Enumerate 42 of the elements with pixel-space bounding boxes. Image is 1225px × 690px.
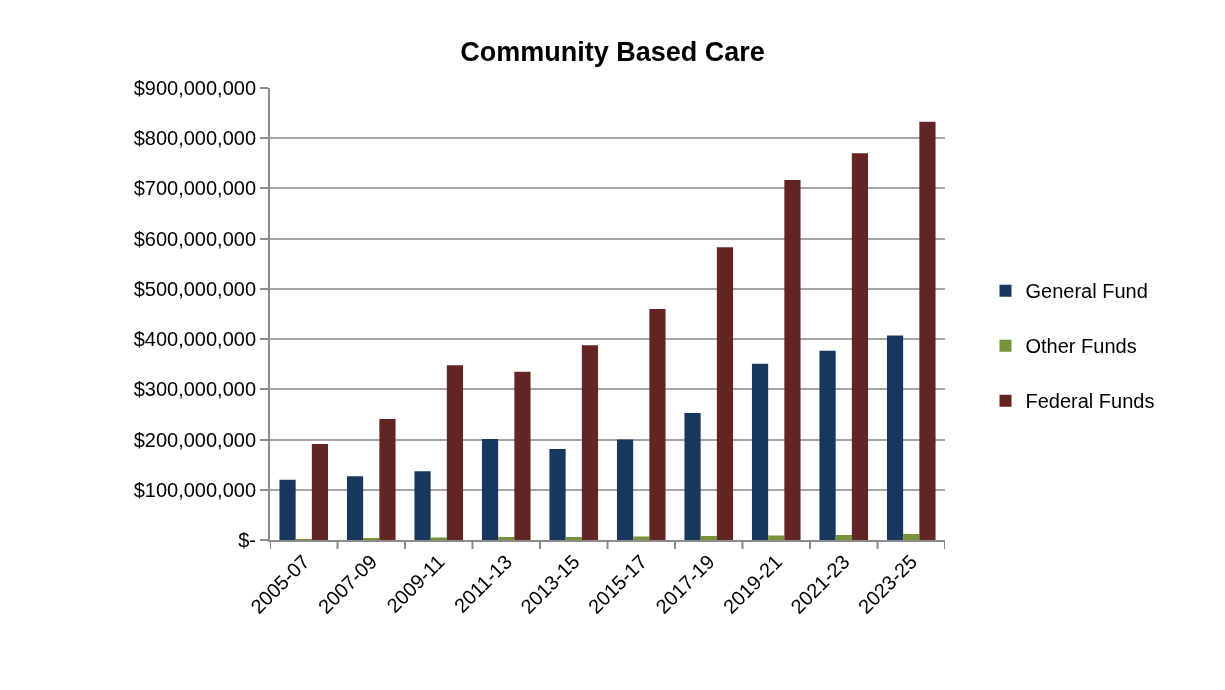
bar	[819, 350, 836, 540]
legend-label: General Fund	[1025, 280, 1148, 303]
bar	[311, 444, 329, 540]
bar	[835, 534, 852, 540]
bar	[279, 479, 296, 540]
bar	[549, 449, 566, 540]
bar	[919, 121, 936, 540]
bar	[414, 471, 431, 540]
bar	[446, 365, 464, 540]
bar	[886, 335, 904, 540]
bar	[346, 476, 364, 540]
bar	[581, 345, 599, 540]
bar	[379, 418, 396, 540]
legend-label: Other Funds	[1025, 335, 1137, 358]
bar	[684, 412, 701, 540]
bar	[498, 536, 515, 540]
bar	[649, 308, 666, 540]
y-tick-label: $600,000,000	[133, 227, 256, 250]
y-tick-label: $-	[238, 529, 256, 551]
bar	[751, 363, 769, 540]
y-tick-label: $200,000,000	[133, 428, 256, 451]
bar	[768, 535, 785, 540]
bar	[700, 535, 717, 540]
bar	[851, 153, 869, 540]
y-tick-label: $500,000,000	[133, 277, 256, 300]
bar	[633, 536, 650, 540]
y-tick-label: $800,000,000	[133, 127, 256, 150]
bar	[903, 533, 920, 540]
y-tick-label: $100,000,000	[133, 478, 256, 501]
bar	[565, 536, 582, 540]
bar	[784, 179, 801, 540]
y-tick-label: $400,000,000	[133, 328, 256, 351]
bar	[481, 439, 499, 540]
bar	[430, 537, 447, 540]
y-tick-label: $900,000,000	[133, 77, 256, 99]
bar	[514, 371, 531, 540]
bar	[616, 439, 634, 540]
y-tick-label: $300,000,000	[133, 378, 256, 401]
bar	[716, 247, 734, 540]
chart-title: Community Based Care	[460, 37, 765, 68]
y-tick-label: $700,000,000	[133, 177, 256, 200]
legend-label: Federal Funds	[1025, 390, 1155, 413]
